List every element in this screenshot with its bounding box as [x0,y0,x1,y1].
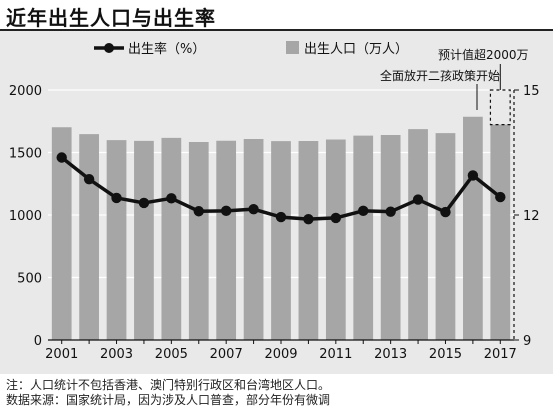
rate-point-2013 [385,206,396,217]
rate-point-2003 [111,192,122,204]
axes: 0 500 1000 1500 2000 9 12 15 2001 2003 2005 2007 200… [9,84,540,362]
policy-annotation: 全面放开二孩政策开始 [380,68,500,83]
x-tick-label: 2009 [264,347,297,362]
legend-marker-icon [104,43,114,53]
y-left-tick-label: 1500 [9,147,42,162]
rate-point-2001 [56,152,67,163]
bar-2009 [271,141,291,340]
y-left-tick-label: 1000 [9,209,42,224]
y-right-tick-label: 12 [523,209,540,224]
footnote-source: 数据来源：国家统计局，因为涉及人口普查，部分年份有微调 [6,393,331,407]
bar-2005 [161,137,182,340]
x-tick-label: 2001 [45,347,78,362]
bar-2012 [353,135,374,340]
x-tick-label: 2017 [484,347,517,362]
x-tick-label: 2007 [210,347,243,362]
bar-2016 [463,116,483,340]
footnote-scope: 注：人口统计不包括香港、澳门特别行政区和台湾地区人口。 [6,378,331,392]
bar-2004 [134,140,154,340]
legend-line-label: 出生率（%） [128,41,205,57]
bar-2002 [79,134,99,340]
rate-point-2007 [220,205,232,217]
legend-bar-swatch [286,41,299,54]
bar-2017 [490,124,511,340]
birth-chart: 0 500 1000 1500 2000 9 12 15 2001 2003 2005 2007 200… [9,41,540,362]
title-underline [0,29,553,31]
rate-point-2009 [275,211,287,223]
forecast-annotation: 预计值超2000万 [438,47,529,62]
legend-bar-label: 出生人口（万人） [304,42,408,57]
rate-point-2005 [166,193,177,204]
title-bar: 近年出生人口与出生率 [0,0,553,30]
bar-2014 [408,129,428,340]
x-tick-label: 2011 [319,347,352,362]
rate-point-2004 [138,197,150,209]
rate-point-2014 [412,194,424,205]
x-tick-label: 2003 [100,347,133,362]
rate-point-2017 [495,191,506,203]
bar-2011 [325,139,346,340]
bar-2008 [243,139,264,340]
x-tick-label: 2013 [374,347,407,362]
forecast-box [489,89,511,126]
rate-point-2016 [467,170,479,181]
x-tick-label: 2015 [429,347,462,362]
y-left-tick-label: 500 [17,272,42,287]
rate-point-2011 [330,212,342,224]
rate-point-2006 [193,206,204,217]
rate-point-2010 [303,213,314,225]
rate-point-2015 [440,206,451,218]
x-tick-label: 2005 [155,347,188,362]
bar-2006 [188,142,209,340]
rate-point-2002 [83,173,95,185]
bar-2003 [106,140,127,340]
rate-point-2008 [248,203,259,215]
page-title: 近年出生人口与出生率 [6,6,216,30]
bar-2010 [298,141,319,340]
y-left-tick-label: 2000 [9,84,42,99]
y-right-tick-label: 9 [523,334,531,349]
bar-2013 [380,135,401,340]
y-right-tick-label: 15 [523,84,540,99]
rate-point-2012 [358,205,369,217]
y-left-tick-label: 0 [34,334,42,349]
forecast-group [489,64,511,126]
bar-2007 [216,140,237,340]
birth-rate-line [56,152,506,225]
bar-2001 [51,127,72,340]
bars [51,116,511,340]
bar-2015 [435,133,456,340]
legend: 出生率（%） 出生人口（万人） [94,41,408,57]
